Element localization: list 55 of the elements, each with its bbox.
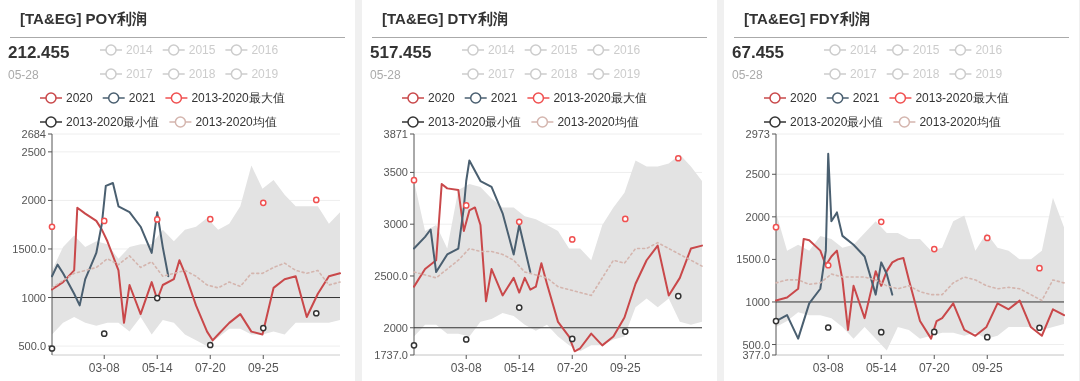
chart-title: [TA&EG] FDY利润	[744, 10, 870, 27]
legend-label: 2021	[128, 91, 156, 105]
y-tick-label: 2000	[383, 321, 408, 334]
legend-label: 2021	[852, 91, 880, 105]
y-tick-label: 1000	[745, 295, 770, 308]
y-tick-label: 500.0	[742, 338, 770, 351]
x-tick-label: 03-08	[450, 361, 482, 375]
chart-title: [TA&EG] DTY利润	[382, 10, 508, 27]
y-tick-label: 2500.0	[374, 269, 408, 282]
y-tick-label: 2000	[21, 194, 46, 207]
chart-title: [TA&EG] POY利润	[20, 10, 148, 27]
legend-label: 2013-2020最大值	[553, 91, 647, 105]
x-tick-label: 03-08	[88, 361, 120, 375]
legend-label: 2013-2020最大值	[915, 91, 1009, 105]
y-tick-label: 2000	[745, 210, 770, 223]
legend-label: 2013-2020最小值	[790, 115, 884, 129]
y-tick-label: 1500.0	[12, 242, 46, 255]
text: 212.455	[8, 43, 70, 62]
x-tick-label: 05-14	[865, 361, 897, 375]
legend-label: 2013-2020最大值	[191, 91, 285, 105]
x-tick-label: 09-25	[609, 361, 641, 375]
y-tick-label: 377.0	[742, 349, 770, 361]
y-tick-label: 1500.0	[736, 253, 770, 266]
x-tick-label: 05-14	[503, 361, 535, 375]
y-tick-label: 2500	[21, 145, 46, 158]
x-tick-label: 05-14	[141, 361, 173, 375]
y-tick-label: 1000	[21, 291, 46, 304]
text: 67.455	[732, 43, 784, 62]
y-tick-label: 3000	[383, 218, 408, 231]
text: 517.455	[370, 43, 432, 62]
legend-label: 2013-2020最小值	[428, 115, 522, 129]
legend-label: 2020	[790, 91, 818, 105]
text: 05-28	[8, 68, 40, 82]
x-tick-label: 09-25	[971, 361, 1003, 375]
y-tick-label: 3871	[383, 128, 408, 140]
x-tick-label: 09-25	[247, 361, 279, 375]
legend-label: 2020	[66, 91, 94, 105]
y-tick-label: 2500	[745, 168, 770, 181]
legend-label: 2013-2020均值	[557, 115, 639, 129]
y-tick-label: 500.0	[18, 340, 46, 353]
x-tick-label: 07-20	[918, 361, 950, 375]
x-tick-label: 03-08	[812, 361, 844, 375]
legend-label: 2013-2020最小值	[66, 115, 160, 129]
text: 05-28	[370, 68, 402, 82]
x-tick-label: 07-20	[194, 361, 226, 375]
y-tick-label: 1737.0	[374, 349, 408, 361]
text: 05-28	[732, 68, 764, 82]
y-tick-label: 3500	[383, 166, 408, 179]
legend-label: 2013-2020均值	[195, 115, 277, 129]
x-tick-label: 07-20	[556, 361, 588, 375]
legend-label: 2021	[490, 91, 518, 105]
legend-label: 2020	[428, 91, 456, 105]
y-tick-label: 2684	[21, 128, 46, 140]
y-tick-label: 2973	[745, 128, 770, 140]
legend-label: 2013-2020均值	[919, 115, 1001, 129]
